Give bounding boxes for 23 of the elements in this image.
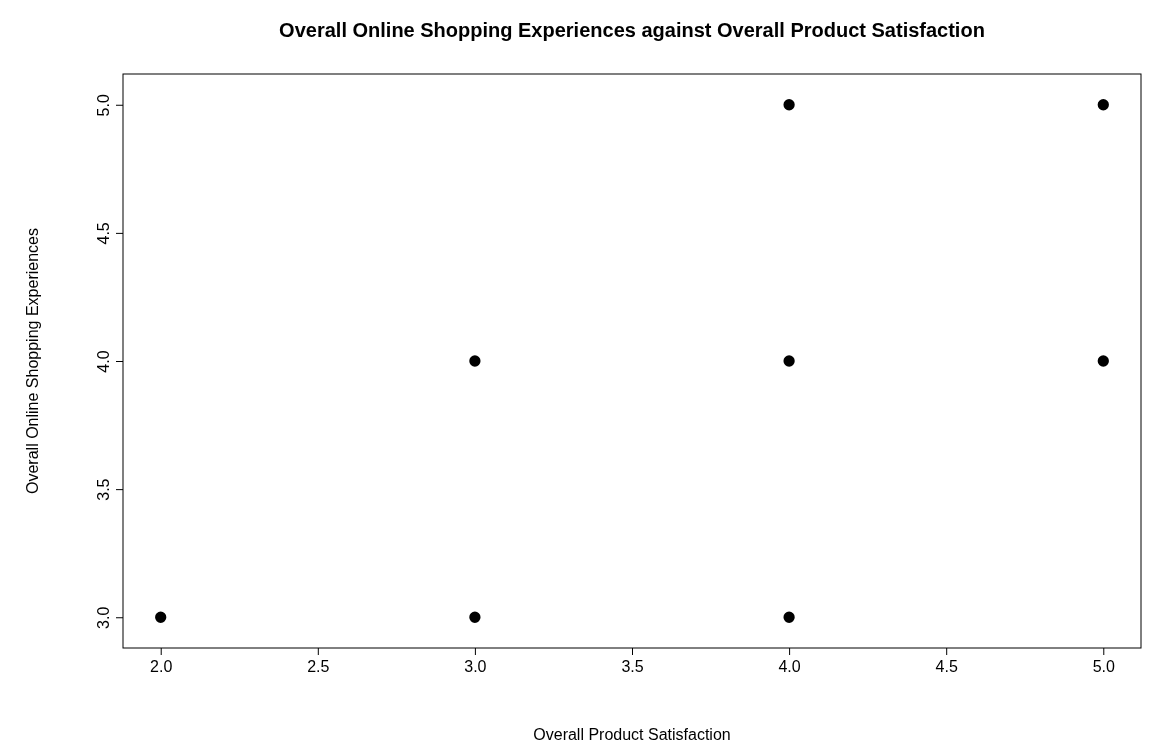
y-tick-label: 3.5 (94, 478, 112, 501)
x-axis-title: Overall Product Satisfaction (533, 726, 731, 743)
point (1097, 355, 1109, 367)
y-tick-label: 5.0 (94, 94, 112, 117)
y-tick-label: 3.0 (94, 606, 112, 629)
chart-title: Overall Online Shopping Experiences against Overall Product Satisfaction (279, 19, 985, 41)
x-tick-label: 3.5 (621, 658, 644, 676)
y-tick-label: 4.5 (94, 222, 112, 245)
point (469, 355, 481, 367)
x-tick-label: 3.0 (464, 658, 487, 676)
point (783, 611, 795, 623)
x-tick-label: 4.0 (778, 658, 801, 676)
point (783, 99, 795, 111)
y-axis-title: Overall Online Shopping Experiences (24, 228, 41, 494)
point (469, 611, 481, 623)
x-tick-label: 5.0 (1092, 658, 1116, 676)
x-tick-label: 4.5 (935, 658, 958, 676)
point (155, 611, 167, 623)
x-tick-label: 2.0 (150, 658, 173, 676)
y-tick-label: 4.0 (94, 350, 112, 373)
point (783, 355, 795, 367)
x-tick-label: 2.5 (307, 658, 330, 676)
point (1097, 99, 1109, 111)
